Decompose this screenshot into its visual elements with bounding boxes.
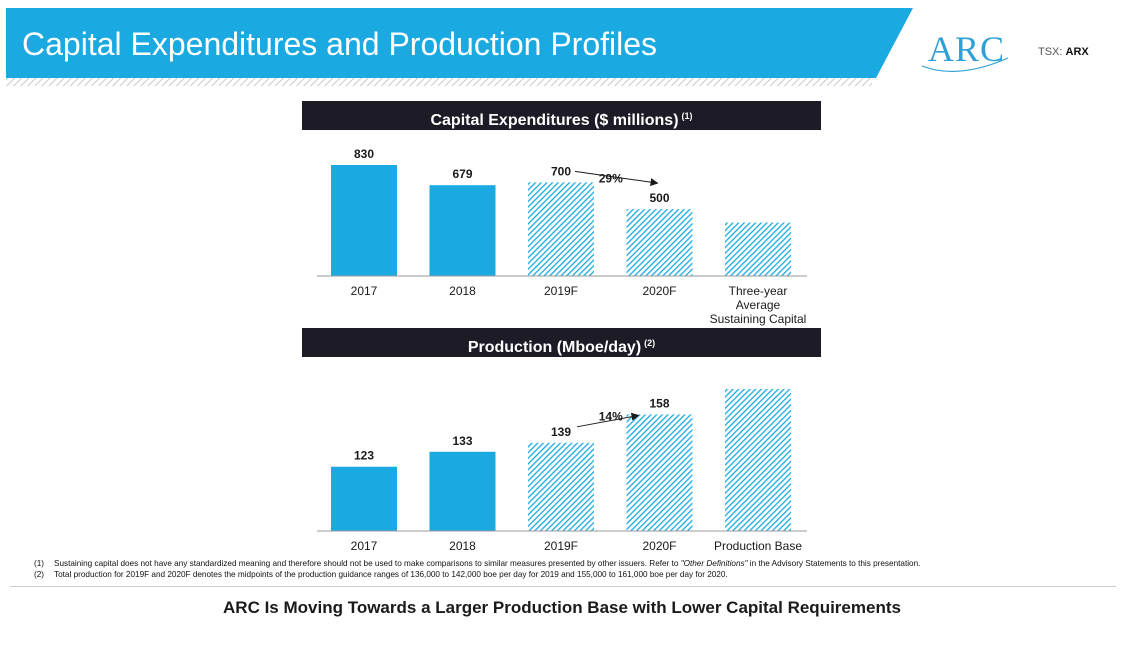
production-chart-header: Production (Mboe/day) (2) [302,328,821,357]
production-category-label-0: 2017 [351,539,378,553]
production-category-label-4: Production Base [714,539,802,553]
capex-bar-2 [528,182,594,276]
ticker-prefix: TSX: [1038,46,1063,58]
footnote-1-text-after: in the Advisory Statements to this prese… [747,559,921,568]
capex-chart: 830 2017 679 2018 700 2019F 500 2020F Three-year… [317,147,807,326]
capex-value-label-2: 700 [551,164,571,178]
capex-value-label-0: 830 [354,147,374,161]
production-title-note: (2) [644,338,656,348]
capex-chart-header: Capital Expenditures ($ millions) (1) [302,101,821,130]
capex-bar-1 [429,185,496,276]
capex-category-label-1: 2018 [449,284,476,298]
production-value-label-2: 139 [551,425,571,439]
slide-tagline: ARC Is Moving Towards a Larger Productio… [223,598,901,617]
ticker-symbol: ARX [1065,46,1089,58]
footer-divider [10,586,1116,587]
title-banner [6,8,913,86]
banner-background [6,8,913,78]
footnote-2-text: Total production for 2019F and 2020F den… [54,570,728,579]
production-bar-1 [429,451,496,531]
capex-value-label-3: 500 [649,191,669,205]
production-growth-label: 14% [599,409,623,423]
footnotes: (1) Sustaining capital does not have any … [34,558,920,580]
footnote-1-number: (1) [34,559,45,568]
capex-bar-0 [331,165,397,276]
capex-chart-title: Capital Expenditures ($ millions) [430,112,679,129]
capex-category-label-0: 2017 [351,284,378,298]
production-bar-0 [331,466,397,531]
footnote-1: (1) Sustaining capital does not have any … [34,558,920,569]
production-growth-arrow [576,412,640,428]
production-bar-3 [626,414,693,531]
production-category-label-2: 2019F [544,539,578,553]
production-bar-4 [725,389,791,531]
slide-title: Capital Expenditures and Production Prof… [22,26,658,62]
capex-growth-arrow [574,170,659,187]
production-category-label-3: 2020F [642,539,676,553]
production-value-label-0: 123 [354,449,374,463]
footnote-1-text: Sustaining capital does not have any sta… [54,559,681,568]
production-bar-2 [528,442,594,531]
ticker-label: TSX: ARX [1038,46,1089,58]
production-value-label-1: 133 [452,434,472,448]
capex-category-label-3: 2020F [642,284,676,298]
footnote-2: (2) Total production for 2019F and 2020F … [34,569,920,580]
production-chart-title: Production (Mboe/day) [467,339,642,356]
production-chart: 123 2017 133 2018 139 2019F 158 2020F Production… [317,389,807,553]
logo-text: ARC [928,29,1006,69]
capex-category-label-2: 2019F [544,284,578,298]
capex-value-label-1: 679 [452,167,472,181]
production-value-label-3: 158 [649,396,669,410]
capex-bar-4 [725,222,791,276]
footnote-2-number: (2) [34,570,45,579]
arc-logo: ARC [918,28,1018,76]
capex-title-note: (1) [681,111,693,121]
logo-swoosh [921,57,1009,73]
capex-category-label-4: Three-year Average Sustaining Capital [710,284,807,326]
capex-growth-label: 29% [599,171,623,185]
capex-bar-3 [626,209,693,276]
production-category-label-1: 2018 [449,539,476,553]
footnote-1-italic: "Other Definitions" [680,559,748,568]
banner-hatch-band [6,78,872,86]
